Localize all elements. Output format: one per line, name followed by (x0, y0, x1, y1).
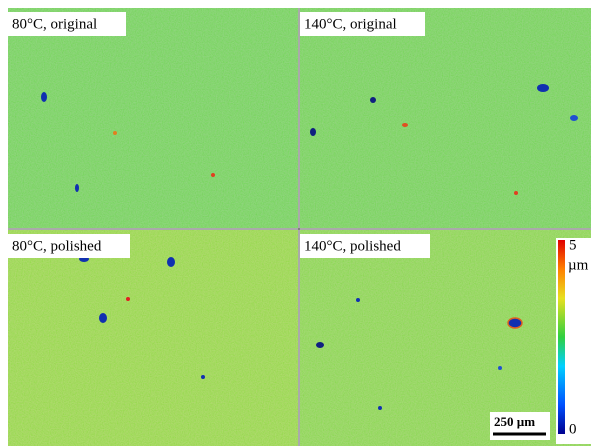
spot (99, 313, 107, 323)
spot (498, 366, 502, 370)
spot (211, 173, 215, 177)
spot (537, 84, 549, 92)
panel-label: 80°C, original (12, 16, 97, 32)
panel: 80°C, original (8, 8, 298, 228)
panel-texture (8, 230, 298, 446)
colorbar-unit: µm (568, 257, 589, 273)
spot (514, 191, 518, 195)
spot (126, 297, 130, 301)
panel-label: 140°C, polished (304, 238, 401, 254)
panel: 140°C, polished (300, 230, 591, 446)
colorbar: 5 µm 0 (556, 237, 591, 444)
spot (167, 257, 175, 267)
panel-label: 140°C, original (304, 16, 397, 32)
panel: 140°C, original (300, 8, 591, 228)
label-box (300, 12, 425, 36)
spot (570, 115, 578, 121)
label-box (8, 12, 126, 36)
panel-texture (8, 8, 298, 228)
label-box (300, 234, 430, 258)
spot (370, 97, 376, 103)
label-box (8, 234, 130, 258)
spot (41, 92, 47, 102)
spot (201, 375, 205, 379)
panel: 80°C, polished (8, 230, 298, 446)
spot (356, 298, 360, 302)
colorbar-max: 5 (569, 237, 577, 253)
spot (75, 184, 79, 192)
spot (113, 131, 117, 135)
spot (507, 317, 523, 329)
spot (378, 406, 382, 410)
spot (310, 128, 316, 136)
spot (316, 342, 324, 348)
panel-texture (300, 230, 591, 446)
scale-bar: 250 µm (490, 412, 550, 440)
panel-texture (300, 8, 591, 228)
spot (402, 123, 408, 127)
scale-bar-label: 250 µm (494, 414, 535, 429)
colorbar-min: 0 (569, 421, 577, 437)
colorbar-gradient (558, 240, 565, 434)
panel-label: 80°C, polished (12, 238, 102, 254)
